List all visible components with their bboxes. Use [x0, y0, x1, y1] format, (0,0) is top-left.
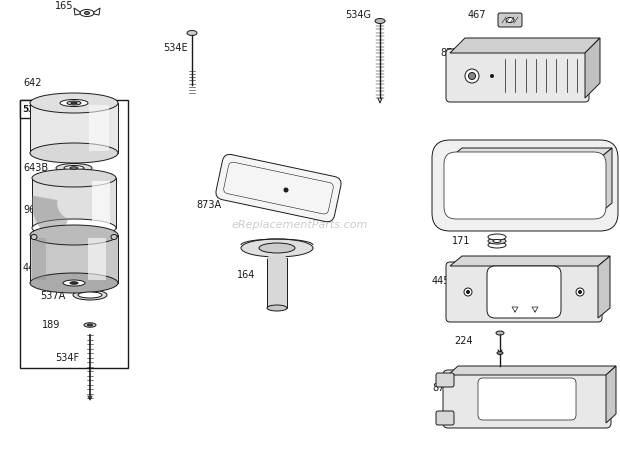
Ellipse shape: [30, 225, 118, 245]
Ellipse shape: [64, 165, 84, 170]
Text: 873A: 873A: [196, 200, 221, 210]
Ellipse shape: [465, 69, 479, 83]
Ellipse shape: [469, 72, 476, 79]
Text: 534F: 534F: [55, 353, 79, 363]
FancyBboxPatch shape: [444, 152, 606, 219]
Ellipse shape: [31, 235, 37, 240]
Text: 171: 171: [452, 236, 471, 246]
Ellipse shape: [78, 292, 102, 298]
Polygon shape: [606, 366, 616, 423]
FancyBboxPatch shape: [436, 411, 454, 425]
Text: 642: 642: [23, 78, 42, 88]
Ellipse shape: [84, 323, 96, 327]
FancyBboxPatch shape: [436, 373, 454, 387]
Ellipse shape: [30, 273, 118, 293]
Text: 189: 189: [42, 320, 60, 330]
Text: 967: 967: [23, 205, 42, 215]
FancyBboxPatch shape: [487, 266, 561, 318]
Polygon shape: [600, 148, 612, 213]
Ellipse shape: [32, 219, 116, 237]
Ellipse shape: [578, 290, 582, 294]
Ellipse shape: [60, 100, 88, 106]
Ellipse shape: [111, 235, 117, 240]
Polygon shape: [585, 38, 600, 98]
Polygon shape: [74, 8, 80, 15]
Ellipse shape: [490, 74, 494, 77]
Text: 445B: 445B: [432, 276, 458, 286]
Bar: [267, 258, 287, 308]
Text: 445A: 445A: [23, 263, 48, 273]
Polygon shape: [448, 366, 616, 375]
Wedge shape: [32, 196, 68, 242]
Ellipse shape: [267, 255, 287, 261]
Text: 875A: 875A: [432, 383, 458, 393]
Ellipse shape: [32, 169, 116, 187]
FancyBboxPatch shape: [446, 262, 602, 322]
Polygon shape: [450, 148, 612, 158]
Ellipse shape: [466, 290, 469, 294]
Text: 872A: 872A: [440, 48, 465, 58]
Polygon shape: [450, 38, 600, 53]
Ellipse shape: [187, 30, 197, 35]
Ellipse shape: [506, 18, 514, 23]
Ellipse shape: [464, 288, 472, 296]
Text: eReplacementParts.com: eReplacementParts.com: [232, 220, 368, 230]
Polygon shape: [450, 256, 610, 266]
Polygon shape: [94, 8, 100, 15]
Text: 165: 165: [55, 1, 74, 11]
Ellipse shape: [493, 240, 501, 242]
Ellipse shape: [259, 243, 295, 253]
Ellipse shape: [30, 93, 118, 113]
FancyBboxPatch shape: [432, 140, 618, 231]
Text: 967A: 967A: [432, 153, 457, 163]
Ellipse shape: [71, 102, 77, 104]
Bar: [30, 235, 118, 283]
Text: 534E: 534E: [163, 43, 188, 53]
Ellipse shape: [73, 290, 107, 300]
FancyBboxPatch shape: [498, 13, 522, 27]
Ellipse shape: [87, 324, 92, 326]
Bar: [30, 103, 118, 153]
FancyBboxPatch shape: [446, 49, 589, 102]
Ellipse shape: [30, 143, 118, 163]
Text: 536B: 536B: [22, 105, 48, 114]
Ellipse shape: [56, 164, 92, 173]
Bar: [88, 238, 106, 280]
Ellipse shape: [488, 238, 506, 244]
Ellipse shape: [67, 101, 81, 105]
Ellipse shape: [241, 239, 313, 257]
Bar: [20, 100, 128, 368]
Ellipse shape: [70, 167, 78, 169]
Text: 467: 467: [468, 10, 487, 20]
Ellipse shape: [70, 282, 78, 284]
Bar: [89, 105, 109, 151]
Ellipse shape: [267, 305, 287, 311]
Text: 534G: 534G: [345, 10, 371, 20]
Ellipse shape: [63, 280, 85, 286]
FancyBboxPatch shape: [216, 154, 341, 222]
Bar: [32, 178, 116, 228]
Ellipse shape: [497, 352, 503, 355]
Polygon shape: [598, 256, 610, 318]
Ellipse shape: [576, 288, 584, 296]
FancyBboxPatch shape: [478, 378, 576, 420]
Ellipse shape: [496, 331, 504, 335]
Ellipse shape: [375, 19, 385, 24]
Ellipse shape: [84, 11, 89, 14]
FancyBboxPatch shape: [443, 370, 611, 428]
Bar: [92, 181, 110, 225]
Text: 537A: 537A: [40, 291, 65, 301]
Bar: [32, 238, 46, 280]
Bar: [20, 100, 58, 118]
Ellipse shape: [284, 188, 288, 192]
Ellipse shape: [488, 234, 506, 240]
Text: 224: 224: [454, 336, 472, 346]
Ellipse shape: [80, 10, 94, 16]
Ellipse shape: [488, 242, 506, 248]
Text: 164: 164: [237, 270, 255, 280]
Text: 643B: 643B: [23, 163, 48, 173]
